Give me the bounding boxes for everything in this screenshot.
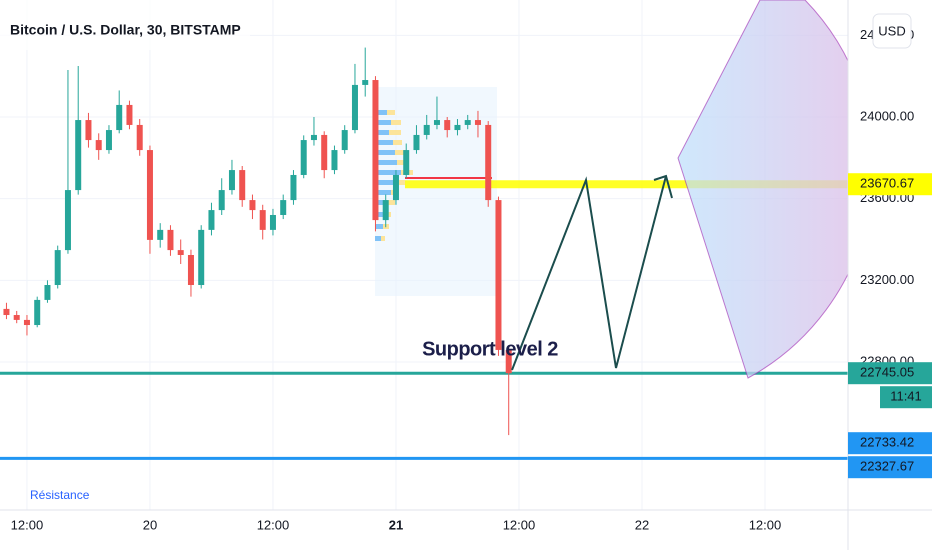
candle-body <box>198 229 205 286</box>
candle-body <box>105 130 112 151</box>
price-label-bg <box>848 432 932 455</box>
candle-body <box>187 255 194 286</box>
candle-body <box>280 200 287 215</box>
candle-body <box>362 80 369 85</box>
title-bg <box>0 0 250 50</box>
candle-body <box>116 104 123 131</box>
candle-body <box>34 299 41 326</box>
price-label-bg <box>848 173 932 196</box>
x-tick-label: 12:00 <box>503 517 536 532</box>
candle-body <box>239 170 246 201</box>
currency-button[interactable] <box>872 13 912 49</box>
candle-body <box>310 134 317 141</box>
x-tick-label: 12:00 <box>257 517 290 532</box>
y-tick-label: 24000.00 <box>860 108 914 123</box>
candle-body <box>341 130 348 151</box>
price-label: 23670.67 <box>860 176 914 191</box>
x-tick-label: 20 <box>143 517 157 532</box>
candle-body <box>136 124 143 151</box>
candle-body <box>485 124 492 201</box>
candle-body <box>249 200 256 211</box>
y-tick-label: 23200.00 <box>860 272 914 287</box>
candle-body <box>146 150 153 240</box>
time-axis <box>0 510 932 550</box>
price-label-bg <box>848 362 932 385</box>
candle-body <box>331 150 338 171</box>
annotation: Support level 2 <box>422 338 558 360</box>
candle-body <box>454 124 461 131</box>
candle-body <box>464 120 471 125</box>
price-label: 22733.42 <box>860 435 914 450</box>
candle-body <box>259 210 266 230</box>
candle-body <box>269 214 276 230</box>
candle-body <box>474 120 481 125</box>
candle-body <box>3 308 10 316</box>
price-label: 22327.67 <box>860 459 914 474</box>
candle-body <box>208 210 215 230</box>
candle-body <box>433 120 440 125</box>
candle-body <box>177 250 184 255</box>
candle-body <box>13 315 20 320</box>
forecast-cone <box>677 0 874 379</box>
candle-body <box>85 120 92 141</box>
candle-body <box>167 229 174 251</box>
x-tick-label: 12:00 <box>749 517 782 532</box>
x-tick-label: 21 <box>389 517 403 532</box>
candle-body <box>372 80 379 221</box>
candle-body <box>505 349 512 374</box>
candle-body <box>126 104 133 125</box>
candle-body <box>444 120 451 131</box>
candle-body <box>218 190 225 211</box>
zigzag-path <box>511 175 667 371</box>
candle-body <box>157 229 164 240</box>
candle-body <box>382 200 389 221</box>
candle-body <box>64 190 71 251</box>
x-tick-label: 12:00 <box>11 517 44 532</box>
candle-body <box>54 250 61 286</box>
x-tick-label: 22 <box>635 517 649 532</box>
annotation: Résistance <box>30 488 90 502</box>
chart-title: Bitcoin / U.S. Dollar, 30, BITSTAMP <box>10 22 241 38</box>
candle-body <box>44 285 51 300</box>
candle-body <box>75 120 82 191</box>
candle-body <box>228 170 235 191</box>
candle-body <box>495 200 502 350</box>
candle-body <box>95 140 102 151</box>
candle-body <box>403 150 410 175</box>
candle-body <box>413 134 420 151</box>
candle-body <box>290 174 297 201</box>
candle-body <box>321 134 328 171</box>
candle-body <box>423 124 430 135</box>
countdown-bg <box>880 386 932 409</box>
price-label: 22745.05 <box>860 365 914 380</box>
candle-body <box>23 319 30 326</box>
candle-body <box>392 174 399 201</box>
candle-body <box>300 140 307 175</box>
price-label-bg <box>848 456 932 479</box>
arrow-head <box>653 174 673 199</box>
candle-body <box>351 84 358 131</box>
currency-button-label[interactable]: USD <box>878 23 905 38</box>
countdown: 11:41 <box>890 389 922 404</box>
